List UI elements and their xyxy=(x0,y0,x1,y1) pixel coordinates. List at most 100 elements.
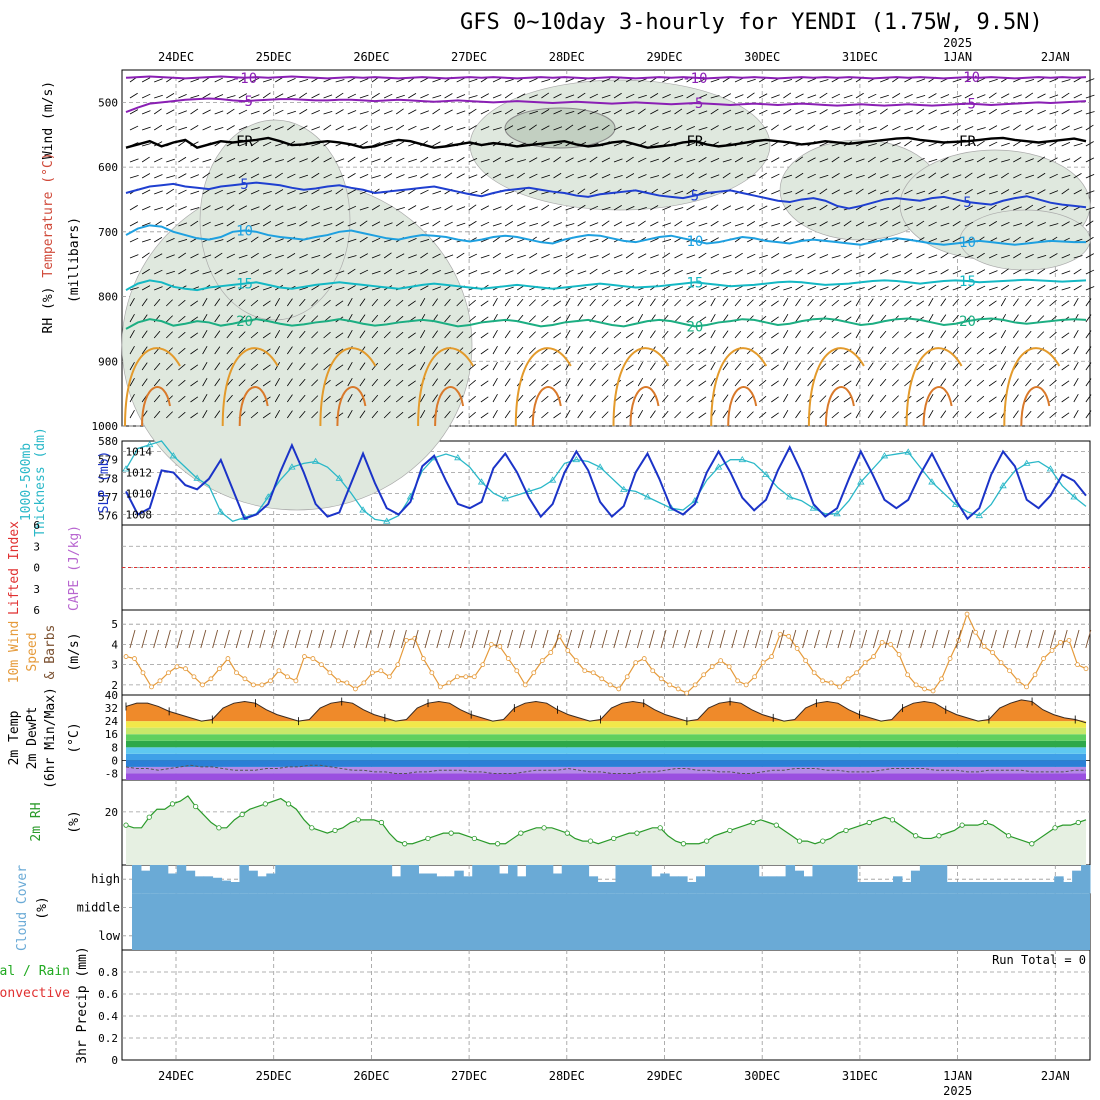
wind-barb xyxy=(1000,284,1010,291)
wind-barb xyxy=(299,314,306,323)
wind-barb xyxy=(1025,158,1034,163)
wind-barb xyxy=(1049,94,1059,99)
wind-barb xyxy=(1013,285,1022,291)
wind-barb xyxy=(408,254,417,259)
wind-barb-10m xyxy=(259,629,266,649)
wind-barb xyxy=(916,141,925,147)
wind-barb xyxy=(892,205,901,211)
temp-contour-30 xyxy=(141,386,171,427)
wind-barb xyxy=(613,92,622,99)
wind-barb xyxy=(408,188,417,195)
wind-barb xyxy=(1025,394,1032,403)
wind-barb xyxy=(867,330,874,339)
wind-barb xyxy=(613,221,623,227)
wind-barb xyxy=(783,109,792,115)
wind-barb xyxy=(383,268,392,275)
wind-barb xyxy=(904,126,914,131)
cloud-high-bar xyxy=(1009,882,1019,894)
wind-barb xyxy=(601,395,609,403)
wind-barb xyxy=(335,204,344,211)
wind-barb xyxy=(1049,110,1059,115)
wind-barb xyxy=(759,205,768,211)
wind-barb xyxy=(299,204,308,211)
wind-barb xyxy=(928,314,934,323)
wind-barb xyxy=(710,298,716,307)
wind-barb xyxy=(456,126,466,131)
wind-barb-10m xyxy=(990,629,997,649)
contour-label: -10 xyxy=(682,71,707,87)
wind-barb xyxy=(613,331,622,339)
wind-barb xyxy=(1012,378,1019,387)
wind-barb xyxy=(722,410,729,419)
wind-barb xyxy=(202,346,208,355)
cloud-high-bar xyxy=(230,882,240,894)
wind-barb-10m xyxy=(306,629,313,649)
wind-barb xyxy=(323,206,333,211)
wind-barb xyxy=(275,189,284,195)
wind-barb xyxy=(262,237,272,243)
wind-barb xyxy=(734,362,742,371)
wind-barb xyxy=(311,363,319,371)
wind-barb xyxy=(553,93,562,99)
wind-barb-10m xyxy=(223,629,230,649)
wind-barb xyxy=(1037,93,1046,99)
wind-barb xyxy=(698,173,707,179)
cloud-level-label: high xyxy=(91,872,120,886)
wind-barb xyxy=(988,92,997,99)
contour-label: FR xyxy=(959,134,976,150)
contour-label: -5 xyxy=(236,94,253,110)
date-label-bottom: 26DEC xyxy=(353,1069,389,1083)
wind-barb xyxy=(408,396,416,403)
cloud-high-bar xyxy=(919,865,930,894)
wind-barb-10m xyxy=(495,629,502,649)
wind-speed-point xyxy=(123,654,129,659)
wind-barb xyxy=(734,285,744,291)
wind-barb xyxy=(625,252,634,259)
wind-barb xyxy=(577,270,587,275)
wind-barb xyxy=(275,205,284,211)
wind-barb xyxy=(819,379,827,387)
wind-barb xyxy=(686,158,696,163)
wind-barb xyxy=(1037,156,1046,163)
wind-barb xyxy=(335,348,344,355)
wind-barb xyxy=(456,411,464,419)
date-label-top: 29DEC xyxy=(646,50,682,64)
wind-barb xyxy=(492,252,501,259)
wind-barb xyxy=(250,140,259,147)
wind-barb xyxy=(1025,204,1034,211)
temp-line xyxy=(125,699,1087,724)
wind-barb-10m xyxy=(412,629,419,649)
wind-barb xyxy=(928,362,934,371)
wind-barb xyxy=(432,108,441,115)
wind-barb xyxy=(819,286,829,291)
wind-barb xyxy=(1000,394,1007,403)
wind-barb xyxy=(831,268,840,275)
slp-tick-label: 1012 xyxy=(126,467,153,480)
wind-barb xyxy=(601,269,611,275)
wind-barb xyxy=(674,395,682,403)
wind-barb xyxy=(904,156,913,163)
date-label-top: 28DEC xyxy=(549,50,585,64)
wind-barb xyxy=(166,237,175,243)
wind-barb xyxy=(1037,109,1046,115)
wind-barb xyxy=(674,125,683,131)
wind-barb xyxy=(904,252,913,259)
wind-barb xyxy=(892,175,902,179)
wind-barb xyxy=(274,394,281,403)
slp-tick-label: 1010 xyxy=(126,488,153,501)
cloud-high-bar xyxy=(660,873,670,894)
date-label-top: 31DEC xyxy=(842,50,878,64)
wind-barb xyxy=(347,222,357,227)
wind-barb xyxy=(952,190,962,195)
wind-barb xyxy=(274,268,283,275)
wind-barb xyxy=(178,140,187,147)
wind-barb xyxy=(831,156,840,163)
wind-barb xyxy=(311,189,320,195)
wind-barb xyxy=(855,362,861,371)
wind-speed-point xyxy=(318,662,324,668)
wind-barb xyxy=(710,253,720,259)
wind-speed-point xyxy=(531,670,537,676)
wind-barb xyxy=(154,269,163,275)
wind-barb xyxy=(964,331,972,339)
wind-barb xyxy=(166,93,175,99)
